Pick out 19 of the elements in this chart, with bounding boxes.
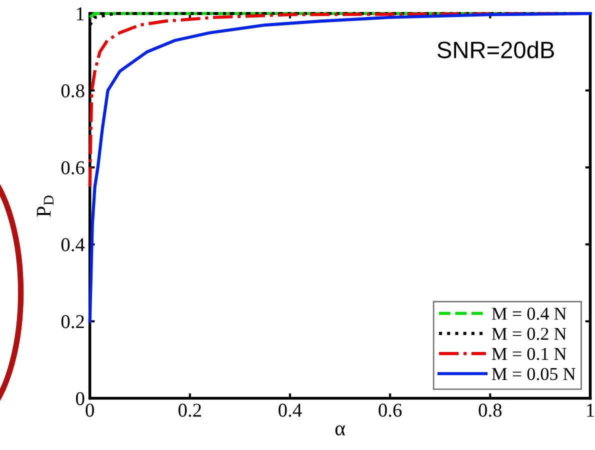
x-tick-label: 0.4 [278, 404, 302, 417]
y-tick-label: 0 [76, 392, 84, 406]
legend-label: M = 0.4 N [492, 308, 566, 320]
x-tick-label: 1 [587, 404, 594, 417]
y-axis-title: P$_{D}$ [36, 196, 54, 217]
legend-label: M = 0.05 N [492, 368, 576, 380]
y-tick-label: 0.6 [61, 161, 84, 174]
annotation: SNR=20dB [438, 40, 554, 58]
y-tick-label: 0.4 [61, 238, 85, 252]
y-tick-label: 0.8 [61, 84, 84, 98]
legend-label: M = 0.1 N [492, 348, 566, 360]
x-tick-label: 0.8 [478, 404, 502, 417]
y-tick-label: 1 [76, 7, 84, 20]
x-axis-title: α [335, 425, 346, 436]
legend-label: M = 0.2 N [492, 328, 566, 340]
x-tick-label: 0.2 [178, 404, 202, 417]
x-tick-label: 0 [86, 404, 94, 417]
y-tick-label: 0.2 [61, 315, 84, 328]
x-tick-label: 0.6 [378, 404, 402, 417]
